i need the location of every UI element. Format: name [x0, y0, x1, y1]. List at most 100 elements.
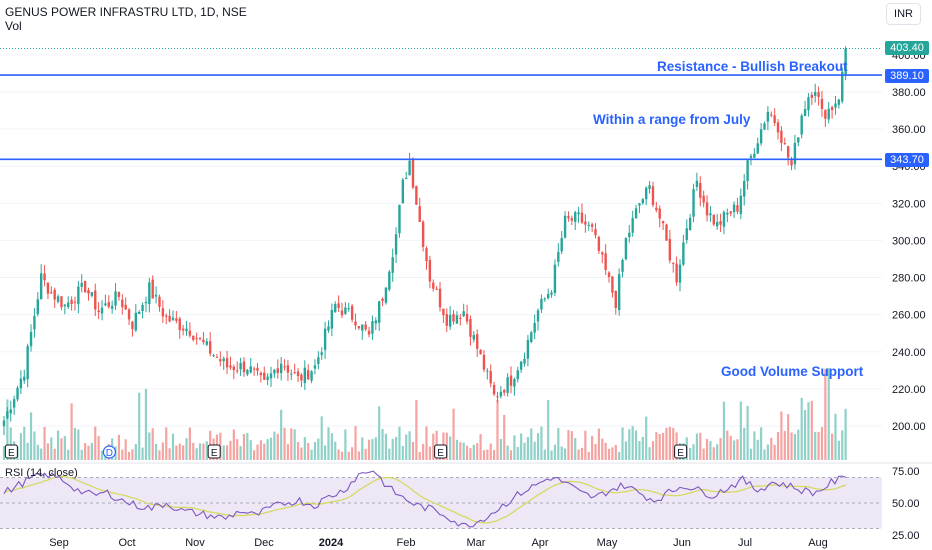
- volume-bar: [87, 445, 90, 460]
- volume-bar: [810, 400, 813, 460]
- candle: [381, 298, 384, 301]
- volume-bar: [269, 437, 273, 460]
- candle: [205, 341, 208, 345]
- candle: [719, 221, 722, 225]
- candle: [124, 304, 127, 310]
- volume-bar: [604, 442, 607, 460]
- volume-bar: [536, 433, 540, 460]
- candle: [313, 365, 317, 369]
- candle: [499, 391, 503, 397]
- volume-bar: [611, 447, 614, 460]
- candle: [421, 221, 425, 247]
- candle: [496, 396, 499, 398]
- volume-bar: [516, 446, 519, 460]
- dividend-marker: [102, 445, 117, 459]
- rsi-tick-label: 50.00: [892, 498, 920, 510]
- candle: [320, 352, 323, 355]
- candle: [814, 91, 817, 96]
- volume-bar: [628, 429, 631, 460]
- volume-bar: [621, 427, 624, 460]
- candle: [574, 212, 577, 222]
- volume-bar: [229, 440, 232, 460]
- volume-bar: [641, 436, 644, 460]
- volume-bar: [151, 428, 154, 460]
- candle: [50, 292, 53, 294]
- candle: [482, 354, 486, 370]
- candle: [692, 189, 695, 217]
- candle: [29, 331, 33, 347]
- volume-bar: [357, 451, 360, 460]
- candle: [273, 369, 276, 374]
- candle: [94, 290, 97, 310]
- candle: [53, 289, 56, 300]
- volume-bar: [783, 430, 786, 460]
- rsi-line: [3, 470, 847, 528]
- candle: [668, 238, 672, 261]
- volume-bar: [205, 441, 208, 460]
- candle: [773, 115, 776, 123]
- volume-bar: [94, 426, 97, 460]
- volume-bar: [584, 430, 587, 460]
- candle: [367, 330, 371, 335]
- volume-bar: [418, 451, 421, 460]
- candle: [56, 296, 60, 302]
- candle: [87, 290, 90, 294]
- volume-bar: [499, 438, 502, 460]
- volume-bar: [726, 430, 729, 460]
- x-tick-label: Mar: [467, 537, 486, 549]
- candle: [80, 282, 83, 287]
- volume-bar: [9, 427, 12, 460]
- candle: [645, 187, 648, 200]
- volume-bar: [547, 399, 550, 460]
- volume-bar: [493, 449, 496, 460]
- candle: [276, 368, 279, 373]
- volume-bar: [482, 450, 486, 460]
- volume-bar: [337, 449, 340, 460]
- candle: [377, 301, 381, 323]
- candle: [229, 365, 232, 368]
- candle: [337, 303, 340, 308]
- volume-bar: [411, 441, 415, 460]
- candle: [195, 338, 198, 340]
- volume-bar: [570, 431, 573, 460]
- candle: [462, 311, 465, 317]
- candle: [732, 204, 736, 213]
- volume-bar: [280, 409, 283, 460]
- candle: [151, 279, 154, 299]
- volume-bar: [739, 401, 742, 460]
- earnings-marker-label: E: [8, 448, 15, 459]
- volume-bar: [793, 434, 797, 460]
- candle: [141, 304, 144, 312]
- candle: [310, 371, 313, 381]
- volume-bar: [834, 413, 837, 460]
- candle: [614, 290, 617, 308]
- volume-bar: [800, 397, 803, 460]
- candle: [492, 384, 496, 395]
- volume-bar: [121, 449, 124, 460]
- currency-button[interactable]: INR: [886, 3, 921, 25]
- candle: [448, 315, 452, 327]
- candle: [675, 263, 678, 283]
- volume-bar: [50, 437, 53, 460]
- volume-bar: [46, 443, 50, 460]
- volume-label: Vol: [5, 19, 22, 33]
- candle: [344, 307, 347, 314]
- candle: [807, 97, 810, 111]
- candle: [256, 367, 259, 371]
- candle: [786, 146, 790, 158]
- volume-bar: [746, 405, 749, 460]
- candle: [722, 212, 726, 227]
- volume-bar: [290, 428, 293, 460]
- volume-bar: [574, 438, 577, 460]
- candle: [729, 211, 732, 214]
- volume-bar: [175, 445, 178, 460]
- volume-bar: [472, 444, 475, 460]
- volume-bar: [503, 414, 506, 460]
- candle: [817, 92, 820, 97]
- volume-bar: [712, 447, 715, 460]
- volume-bar: [553, 444, 557, 460]
- volume-bar: [814, 431, 817, 460]
- volume-bar: [662, 432, 665, 460]
- volume-bar: [134, 444, 137, 460]
